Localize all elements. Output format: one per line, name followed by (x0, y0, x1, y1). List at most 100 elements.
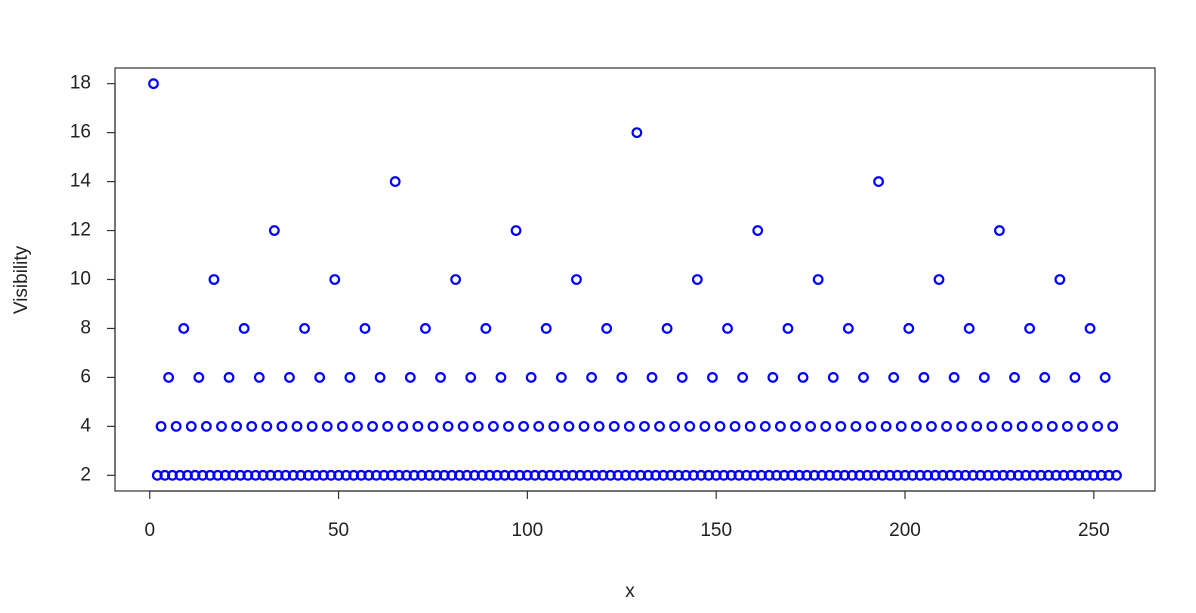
point (291, 420, 303, 432)
point (1092, 420, 1103, 432)
point (487, 420, 499, 432)
point (676, 372, 688, 383)
point (601, 323, 613, 334)
point (336, 420, 348, 432)
point (933, 274, 945, 285)
point (457, 420, 469, 432)
point (971, 420, 983, 432)
point (744, 420, 756, 432)
point (465, 372, 477, 383)
point (865, 420, 877, 432)
point (389, 176, 401, 187)
point (397, 420, 409, 432)
point (276, 420, 288, 432)
point (185, 420, 197, 432)
point (359, 323, 371, 334)
point (193, 372, 205, 383)
point (216, 420, 227, 432)
point (533, 420, 545, 432)
point (797, 372, 809, 383)
point (827, 372, 839, 383)
point (1084, 323, 1096, 334)
point (1031, 420, 1043, 432)
point (563, 420, 575, 432)
point (223, 372, 235, 383)
point (261, 420, 273, 432)
point (873, 176, 884, 187)
point (669, 420, 681, 432)
y-tick-label: 16 (70, 122, 91, 143)
point (321, 420, 333, 432)
y-tick-label: 4 (80, 415, 91, 436)
y-tick-label: 6 (80, 366, 91, 387)
point (420, 323, 431, 334)
point (253, 372, 265, 383)
point (1061, 420, 1073, 432)
y-tick-label: 8 (80, 317, 91, 338)
point (367, 420, 378, 432)
point (442, 420, 454, 432)
point (480, 323, 492, 334)
point (835, 420, 847, 432)
point (963, 323, 975, 334)
point (231, 420, 242, 432)
point (888, 372, 900, 383)
y-tick-label: 2 (80, 464, 91, 485)
point (412, 420, 424, 432)
y-tick-label: 14 (70, 171, 92, 192)
point (586, 372, 597, 383)
point (450, 274, 462, 285)
y-tick-label: 12 (70, 220, 91, 241)
x-tick-label: 200 (889, 520, 921, 541)
point (994, 225, 1005, 236)
point (1046, 420, 1058, 432)
point (608, 420, 620, 432)
point (910, 420, 922, 432)
point (842, 323, 854, 334)
point (978, 372, 990, 383)
x-tick-label: 50 (328, 520, 349, 541)
point (238, 323, 250, 334)
point (639, 420, 650, 432)
point (404, 372, 416, 383)
x-tick-label: 0 (144, 520, 155, 541)
point (729, 420, 741, 432)
point (578, 420, 590, 432)
point (148, 78, 159, 90)
point (314, 372, 326, 383)
point (284, 372, 295, 383)
point (699, 420, 711, 432)
point (503, 420, 514, 432)
point (525, 372, 537, 383)
point (352, 420, 363, 432)
point (684, 420, 696, 432)
point (948, 372, 960, 383)
point (782, 323, 794, 334)
point (472, 420, 484, 432)
point (163, 372, 175, 383)
point (427, 420, 439, 432)
point (1054, 274, 1066, 285)
y-tick-label: 10 (70, 269, 91, 290)
point (805, 420, 816, 432)
point (895, 420, 907, 432)
point (812, 274, 824, 285)
point (374, 372, 386, 383)
point (306, 420, 318, 432)
point (555, 372, 567, 383)
y-axis-label: Visibility (11, 245, 32, 314)
x-tick-label: 100 (512, 520, 544, 541)
point (850, 420, 862, 432)
point (155, 420, 167, 432)
point (903, 323, 915, 334)
x-axis-label: x (625, 581, 635, 602)
point (774, 420, 786, 432)
point (170, 420, 182, 432)
point (1039, 372, 1051, 383)
point (1111, 469, 1122, 481)
point (1024, 323, 1036, 334)
point (495, 372, 507, 383)
point (1107, 420, 1119, 432)
point (918, 372, 930, 383)
point (382, 420, 394, 432)
